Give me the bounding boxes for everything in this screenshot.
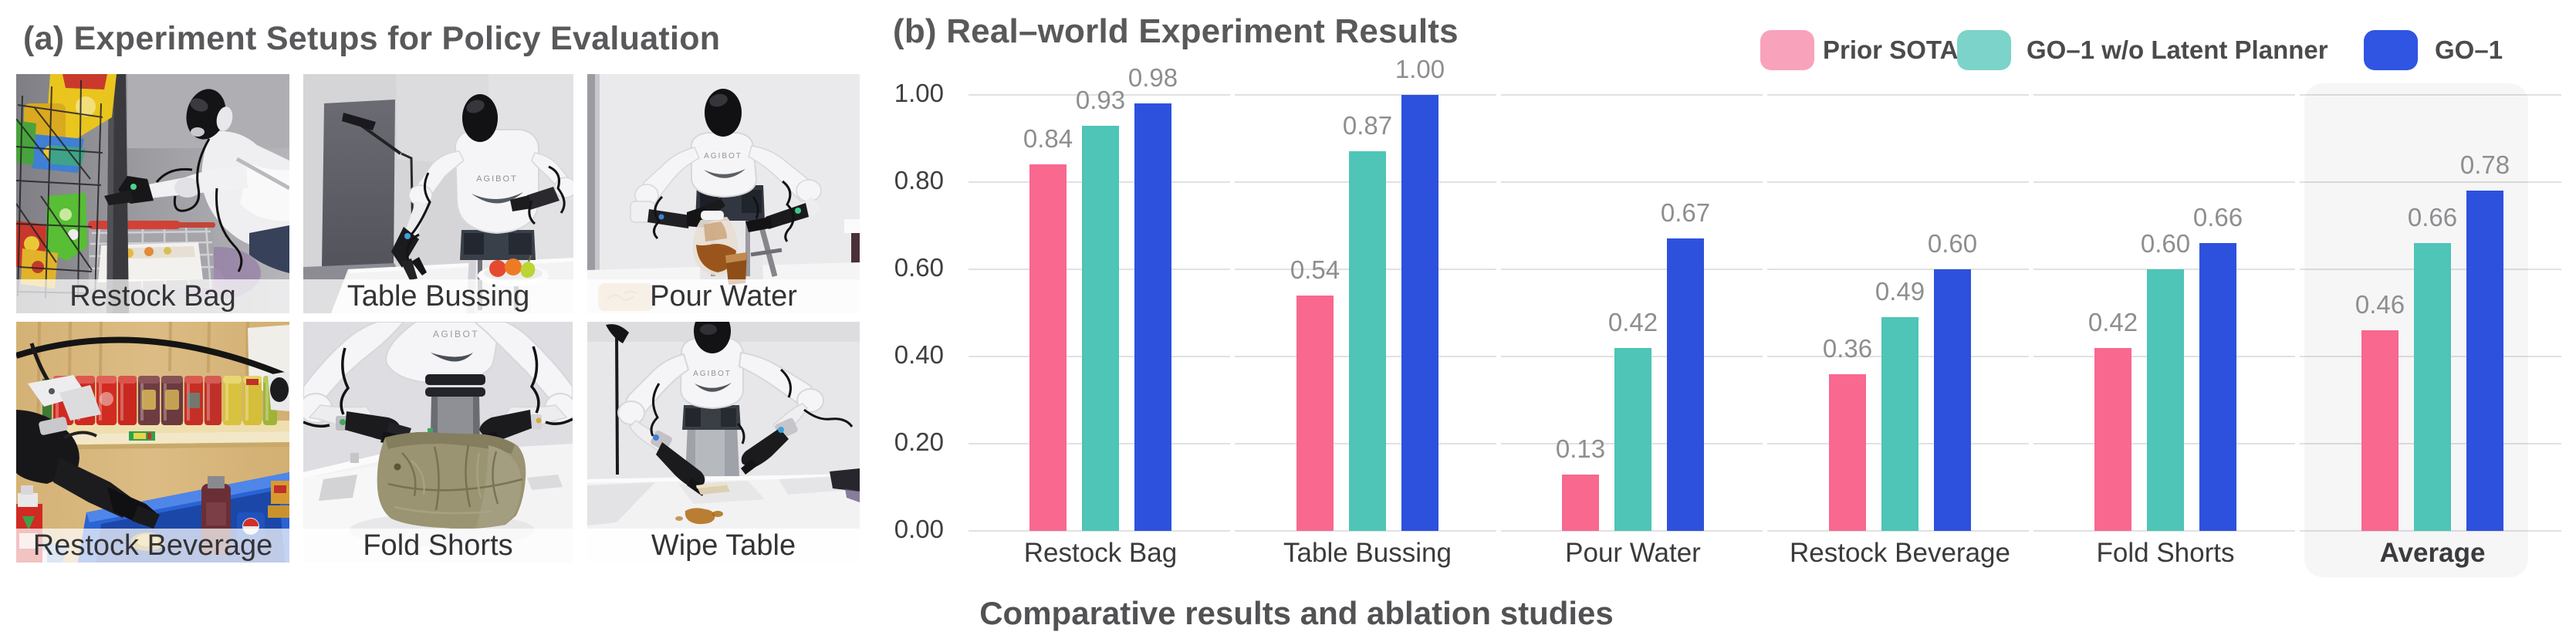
- svg-text:AGIBOT: AGIBOT: [433, 329, 479, 340]
- svg-text:AGIBOT: AGIBOT: [693, 370, 732, 378]
- svg-text:AGIBOT: AGIBOT: [704, 152, 742, 160]
- svg-text:AGIBOT: AGIBOT: [476, 174, 518, 184]
